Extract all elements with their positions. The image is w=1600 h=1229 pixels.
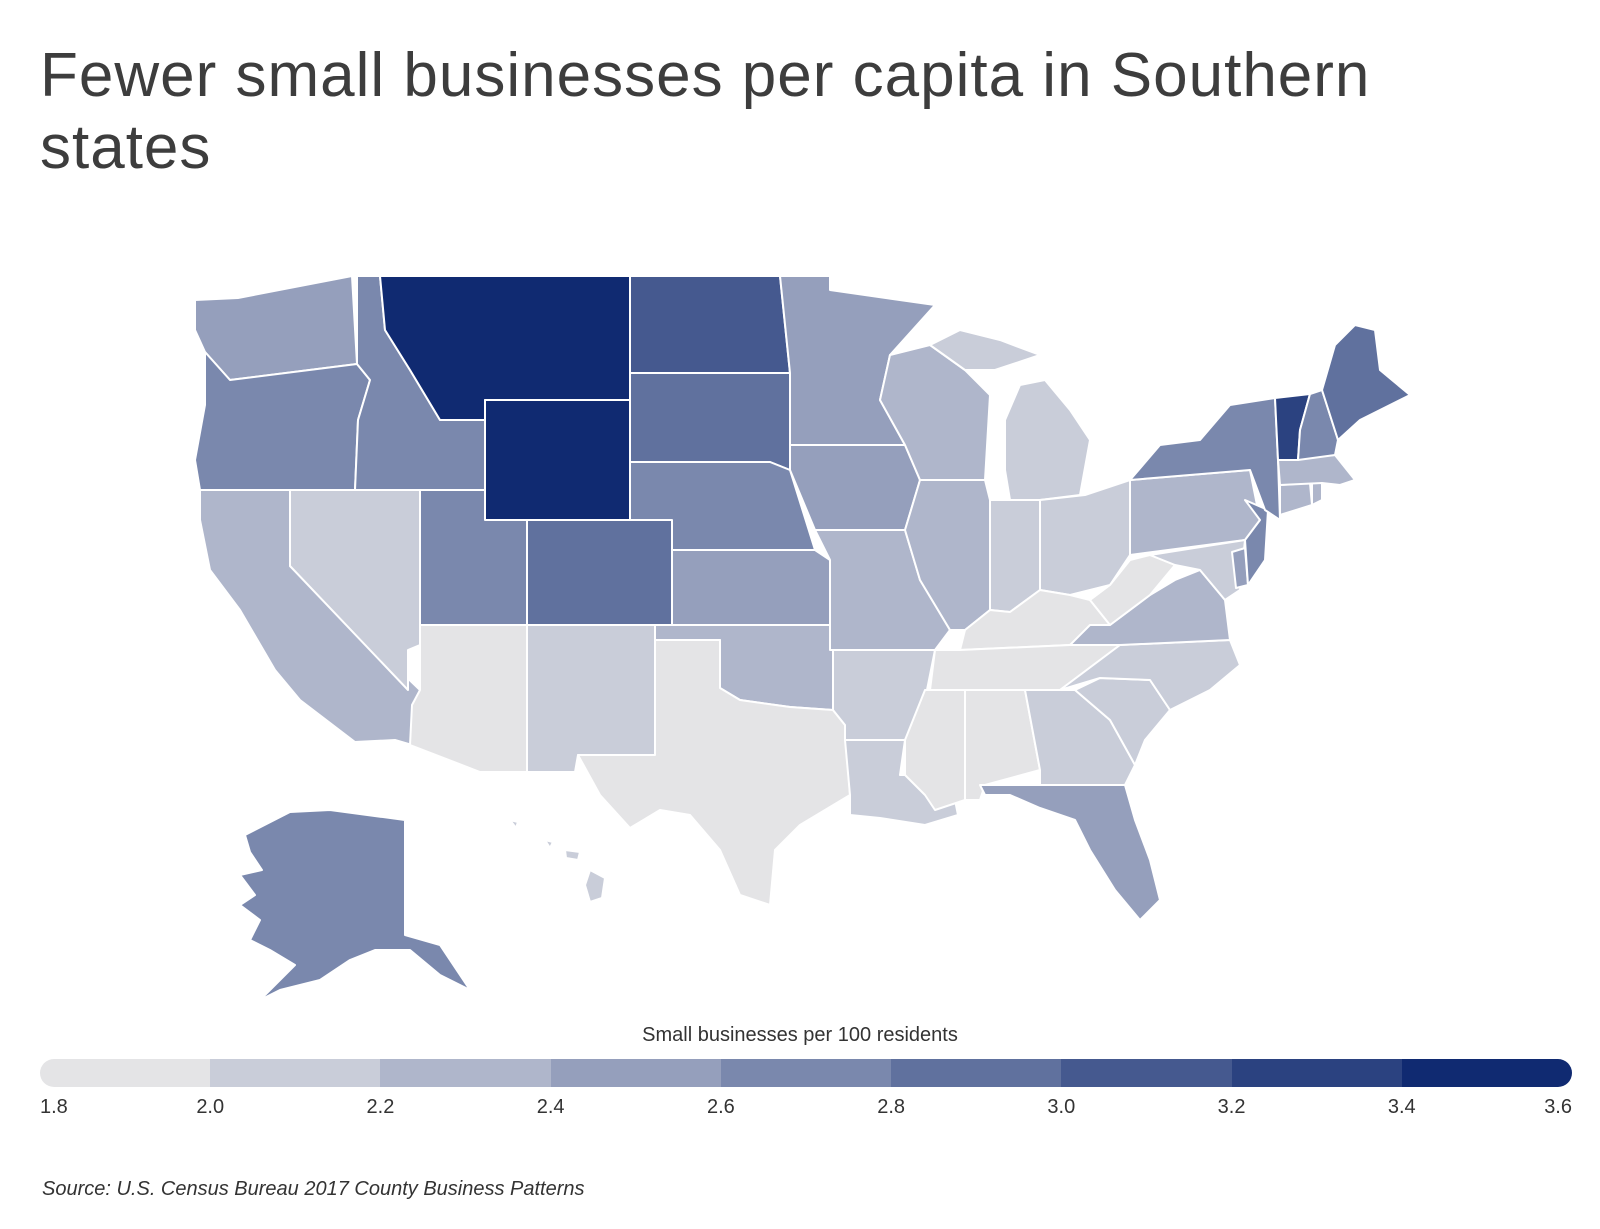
legend-swatch — [720, 1059, 892, 1087]
legend-swatch — [1061, 1059, 1232, 1087]
state-ND[interactable] — [629, 275, 791, 374]
state-AZ[interactable] — [409, 624, 528, 773]
us-choropleth-map — [194, 275, 1411, 1001]
legend-swatch — [1231, 1059, 1402, 1087]
legend-swatch — [891, 1059, 1062, 1087]
legend-tick-label: 3.2 — [1217, 1096, 1246, 1118]
state-CT[interactable] — [1279, 482, 1313, 516]
legend-tick-label: 2.0 — [196, 1096, 225, 1118]
state-KS[interactable] — [671, 549, 831, 626]
state-AK[interactable] — [239, 809, 471, 1001]
legend-swatch — [210, 1059, 381, 1087]
state-SD[interactable] — [629, 372, 791, 471]
state-CO[interactable] — [526, 519, 673, 626]
legend-title: Small businesses per 100 residents — [642, 1024, 958, 1046]
legend-tick-label: 2.6 — [706, 1096, 735, 1118]
state-WV[interactable] — [1089, 554, 1176, 626]
legend-tick-label: 2.2 — [366, 1096, 395, 1118]
legend-swatch — [550, 1059, 721, 1087]
state-ME[interactable] — [1321, 324, 1411, 441]
state-WA[interactable] — [194, 275, 358, 381]
state-WY[interactable] — [484, 399, 631, 521]
state-RI[interactable] — [1311, 482, 1323, 506]
state-HI[interactable] — [509, 819, 606, 903]
state-TX[interactable] — [577, 639, 851, 906]
legend-ticks: 1.8 2.0 2.2 2.4 2.6 2.8 3.0 3.2 3.4 3.6 — [40, 1096, 1572, 1120]
legend-tick-label: 3.6 — [1544, 1096, 1572, 1118]
legend-swatch — [380, 1059, 551, 1087]
legend-tick-label: 2.8 — [877, 1096, 906, 1118]
legend-swatch — [40, 1059, 211, 1087]
legend-color-scale — [40, 1059, 1572, 1087]
legend-tick-label: 3.0 — [1047, 1096, 1076, 1118]
state-OR[interactable] — [194, 351, 371, 491]
legend-tick-label: 2.4 — [536, 1096, 565, 1118]
source-note: Source: U.S. Census Bureau 2017 County B… — [42, 1178, 585, 1200]
state-NC[interactable] — [1059, 639, 1241, 711]
legend-tick-label: 3.4 — [1387, 1096, 1416, 1118]
page-title: Fewer small businesses per capita in Sou… — [40, 41, 1371, 182]
state-NM[interactable] — [526, 624, 656, 773]
state-FL[interactable] — [979, 784, 1161, 921]
legend-tick-label: 1.8 — [40, 1096, 68, 1118]
state-IA[interactable] — [789, 444, 921, 531]
legend-swatch — [1401, 1059, 1572, 1087]
